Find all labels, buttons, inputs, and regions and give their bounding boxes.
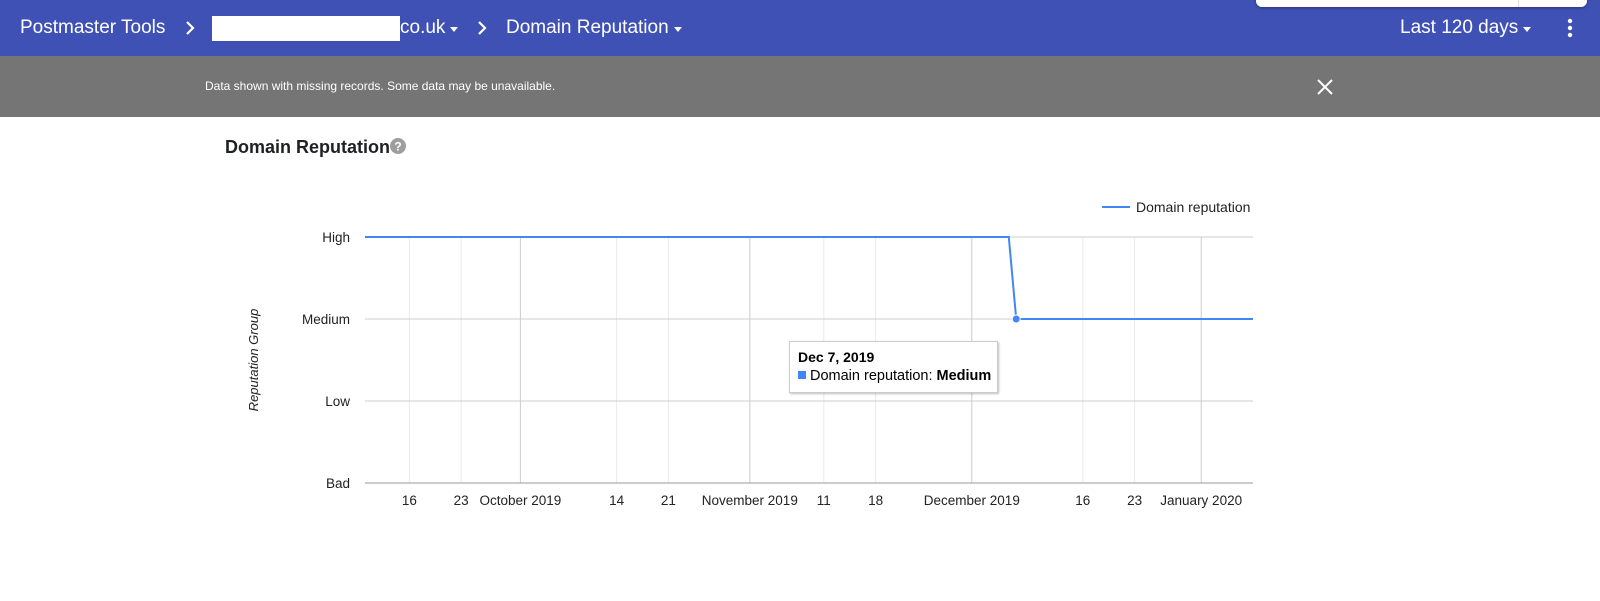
highlighted-point: [1011, 314, 1021, 324]
x-tick-label: 11: [817, 493, 831, 508]
x-tick-label: December 2019: [924, 493, 1020, 508]
section-selector[interactable]: Domain Reputation: [506, 0, 682, 56]
y-axis-title: Reputation Group: [246, 309, 261, 412]
x-tick-label: 14: [609, 493, 625, 508]
missing-data-banner: Data shown with missing records. Some da…: [0, 56, 1600, 117]
banner-message: Data shown with missing records. Some da…: [205, 79, 556, 93]
overlay-card-edge: [1256, 0, 1587, 7]
chevron-right-icon: [186, 21, 195, 35]
x-tick-label: 21: [661, 493, 676, 508]
tooltip-line: Domain reputation: Medium: [798, 368, 991, 384]
chevron-right-icon: [478, 21, 487, 35]
tooltip-date: Dec 7, 2019: [798, 349, 875, 365]
date-range-selector[interactable]: Last 120 days: [1400, 0, 1532, 56]
series-line: [365, 236, 1253, 320]
svg-text:?: ?: [394, 140, 401, 154]
x-tick-label: 16: [402, 493, 417, 508]
y-tick-label: Low: [325, 394, 350, 409]
close-icon[interactable]: [1314, 76, 1336, 98]
page-title: Domain Reputation: [225, 137, 390, 157]
x-tick-label: November 2019: [702, 493, 798, 508]
more-vert-icon[interactable]: [1560, 14, 1580, 42]
y-tick-label: Medium: [302, 312, 350, 327]
section-label: Domain Reputation: [506, 17, 669, 38]
caret-down-icon: [1523, 26, 1532, 32]
legend-label: Domain reputation: [1136, 199, 1250, 215]
redacted-domain-name: [212, 15, 400, 41]
domain-selector[interactable]: co.uk: [212, 0, 459, 56]
y-tick-label: Bad: [326, 476, 350, 491]
tooltip-value: Medium: [936, 368, 992, 384]
overlay-card-divider: [1518, 0, 1519, 7]
app-title-link[interactable]: Postmaster Tools: [20, 0, 165, 56]
date-range-label: Last 120 days: [1400, 17, 1519, 38]
app-header: Postmaster Tools co.uk Domain Reputation…: [0, 0, 1600, 56]
x-tick-label: 18: [868, 493, 883, 508]
x-tick-label: 16: [1075, 493, 1090, 508]
domain-suffix: co.uk: [400, 17, 446, 38]
app-title: Postmaster Tools: [20, 17, 166, 38]
x-tick-label: 23: [1127, 493, 1142, 508]
caret-down-icon: [450, 26, 459, 32]
chart-tooltip: Dec 7, 2019 Domain reputation: Medium: [789, 341, 998, 393]
help-icon[interactable]: ?: [390, 138, 406, 154]
x-tick-label: 23: [454, 493, 469, 508]
y-tick-label: High: [322, 230, 350, 245]
tooltip-series-label: Domain reputation:: [810, 368, 933, 384]
x-tick-label: January 2020: [1160, 493, 1242, 508]
x-tick-label: October 2019: [479, 493, 561, 508]
caret-down-icon: [673, 26, 682, 32]
tooltip-series-swatch: [798, 371, 806, 379]
